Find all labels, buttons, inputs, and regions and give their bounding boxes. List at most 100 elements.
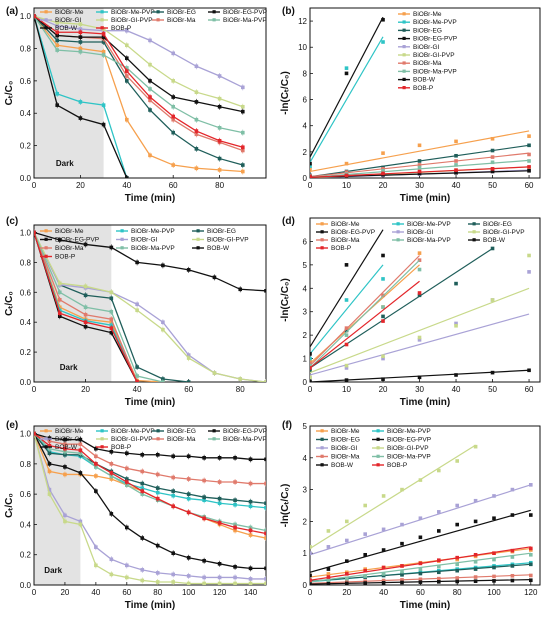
data-point (171, 51, 175, 56)
y-tick-label: 12 (298, 17, 307, 26)
data-point (437, 580, 441, 584)
data-point (217, 138, 222, 143)
data-point (194, 132, 199, 137)
data-point (217, 501, 222, 506)
data-point (135, 365, 139, 369)
y-axis-label: -ln(Cₜ/C₀) (280, 278, 291, 322)
legend-marker (376, 437, 380, 441)
data-point (202, 558, 206, 563)
data-point (490, 160, 495, 165)
data-point (171, 572, 175, 577)
y-tick-label: 0.0 (20, 378, 32, 387)
data-point (490, 169, 495, 174)
series-EGPVP (310, 16, 385, 166)
data-point (310, 363, 312, 368)
panel-label: (e) (6, 420, 18, 431)
data-point (345, 538, 349, 543)
x-tick-label: 60 (184, 385, 193, 394)
y-tick-label: 0.2 (20, 142, 32, 151)
data-layer (34, 430, 266, 585)
data-point (186, 454, 191, 459)
data-point (101, 32, 106, 36)
legend-label: BiOBr-GI (331, 445, 358, 452)
data-point (47, 436, 52, 440)
data-point (326, 545, 331, 549)
series-EGPVP (310, 229, 385, 356)
legend-entry: BiOBr-EG-PVP (398, 36, 457, 43)
plot-frame (309, 425, 541, 586)
data-point (94, 489, 98, 493)
legend-entry: BOB-P (96, 25, 131, 32)
legend-entry: BiOBr-GI (116, 237, 158, 244)
data-point (171, 489, 175, 493)
data-point (125, 74, 129, 78)
legend-label: BiOBr-Me-PVP (131, 228, 175, 235)
fit-line (310, 259, 420, 369)
series-line (34, 15, 244, 88)
series-line (34, 433, 266, 509)
legend-marker (44, 437, 48, 441)
x-tick-label: 10 (342, 385, 351, 394)
panel-label: (a) (6, 6, 18, 17)
data-point (400, 522, 404, 527)
dark-label: Dark (60, 363, 78, 372)
data-point (186, 492, 191, 496)
x-tick-label: 10 (342, 181, 351, 190)
data-point (233, 528, 237, 533)
data-point (202, 478, 206, 483)
y-tick-label: 0.8 (20, 258, 32, 267)
legend-entry: BOB-W (192, 245, 230, 252)
data-point (492, 516, 496, 521)
data-point (140, 486, 145, 490)
data-point (186, 380, 191, 382)
data-point (161, 327, 165, 332)
legend-entry: BiOBr-EG (152, 9, 196, 16)
legend-label: BOB-P (55, 254, 75, 261)
data-point (529, 483, 533, 487)
fit-line (310, 280, 420, 369)
series-line (34, 432, 266, 485)
data-point (202, 495, 206, 499)
x-tick-label: 40 (379, 588, 388, 597)
data-point (381, 171, 385, 176)
data-point (148, 95, 152, 99)
plot-frame (33, 224, 267, 383)
x-tick-label: 60 (416, 588, 425, 597)
data-point (437, 468, 441, 473)
legend-marker (44, 445, 48, 449)
legend-entry: BOB-P (398, 85, 433, 92)
data-point (492, 557, 496, 562)
data-point (344, 366, 349, 370)
y-tick-label: 1.0 (20, 430, 32, 439)
data-point (473, 579, 478, 583)
data-point (417, 169, 422, 174)
data-point (381, 356, 385, 361)
data-point (241, 163, 245, 167)
data-point (233, 498, 237, 502)
y-axis-label: Cₜ/C₀ (4, 493, 15, 518)
data-point (248, 528, 253, 533)
legend-entry: BiOBr-GI-PVP (96, 436, 153, 443)
data-point (238, 287, 243, 292)
data-point (455, 522, 459, 527)
data-point (63, 446, 67, 451)
legend-label: BiOBr-Ma (331, 454, 360, 461)
legend-label: BOB-P (331, 245, 351, 252)
data-point (161, 263, 165, 268)
legend-marker (402, 20, 406, 24)
data-point (171, 79, 175, 83)
data-point (148, 79, 152, 83)
data-point (47, 446, 52, 451)
data-point (217, 104, 222, 109)
data-point (400, 578, 404, 582)
data-point (454, 163, 458, 167)
panel-d: 0 10 20 30 40 50 60 0 1 2 3 4 5 6 Time (min) -ln(Cₜ/C₀)… (280, 216, 541, 408)
legend-label: BiOBr-Ma-PVP (223, 436, 267, 443)
y-tick-label: 1 (303, 549, 308, 558)
data-point (194, 100, 199, 104)
data-point (326, 575, 331, 579)
data-layer (310, 16, 531, 178)
data-point (63, 519, 67, 524)
data-point (264, 501, 266, 506)
data-point (171, 117, 175, 122)
